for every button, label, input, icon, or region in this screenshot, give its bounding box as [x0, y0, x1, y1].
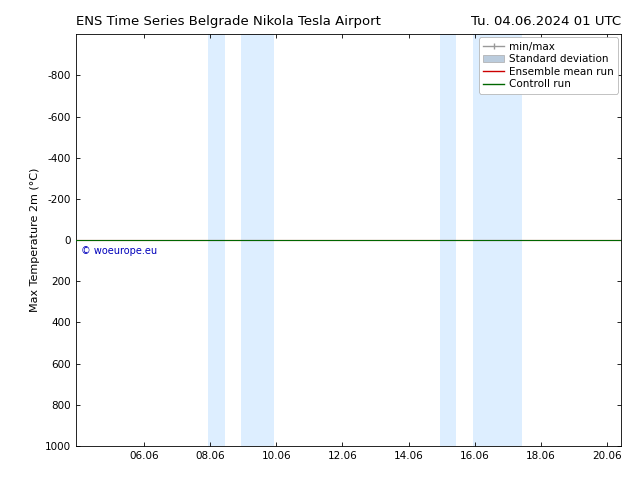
Y-axis label: Max Temperature 2m (°C): Max Temperature 2m (°C)	[30, 168, 39, 312]
Bar	[439, 34, 456, 446]
Text: ENS Time Series Belgrade Nikola Tesla Airport: ENS Time Series Belgrade Nikola Tesla Ai…	[76, 15, 381, 28]
Bar	[208, 34, 225, 446]
Text: © woeurope.eu: © woeurope.eu	[81, 246, 157, 256]
Legend: min/max, Standard deviation, Ensemble mean run, Controll run: min/max, Standard deviation, Ensemble me…	[479, 37, 618, 94]
Bar	[242, 34, 275, 446]
Bar	[472, 34, 522, 446]
Text: Tu. 04.06.2024 01 UTC: Tu. 04.06.2024 01 UTC	[471, 15, 621, 28]
